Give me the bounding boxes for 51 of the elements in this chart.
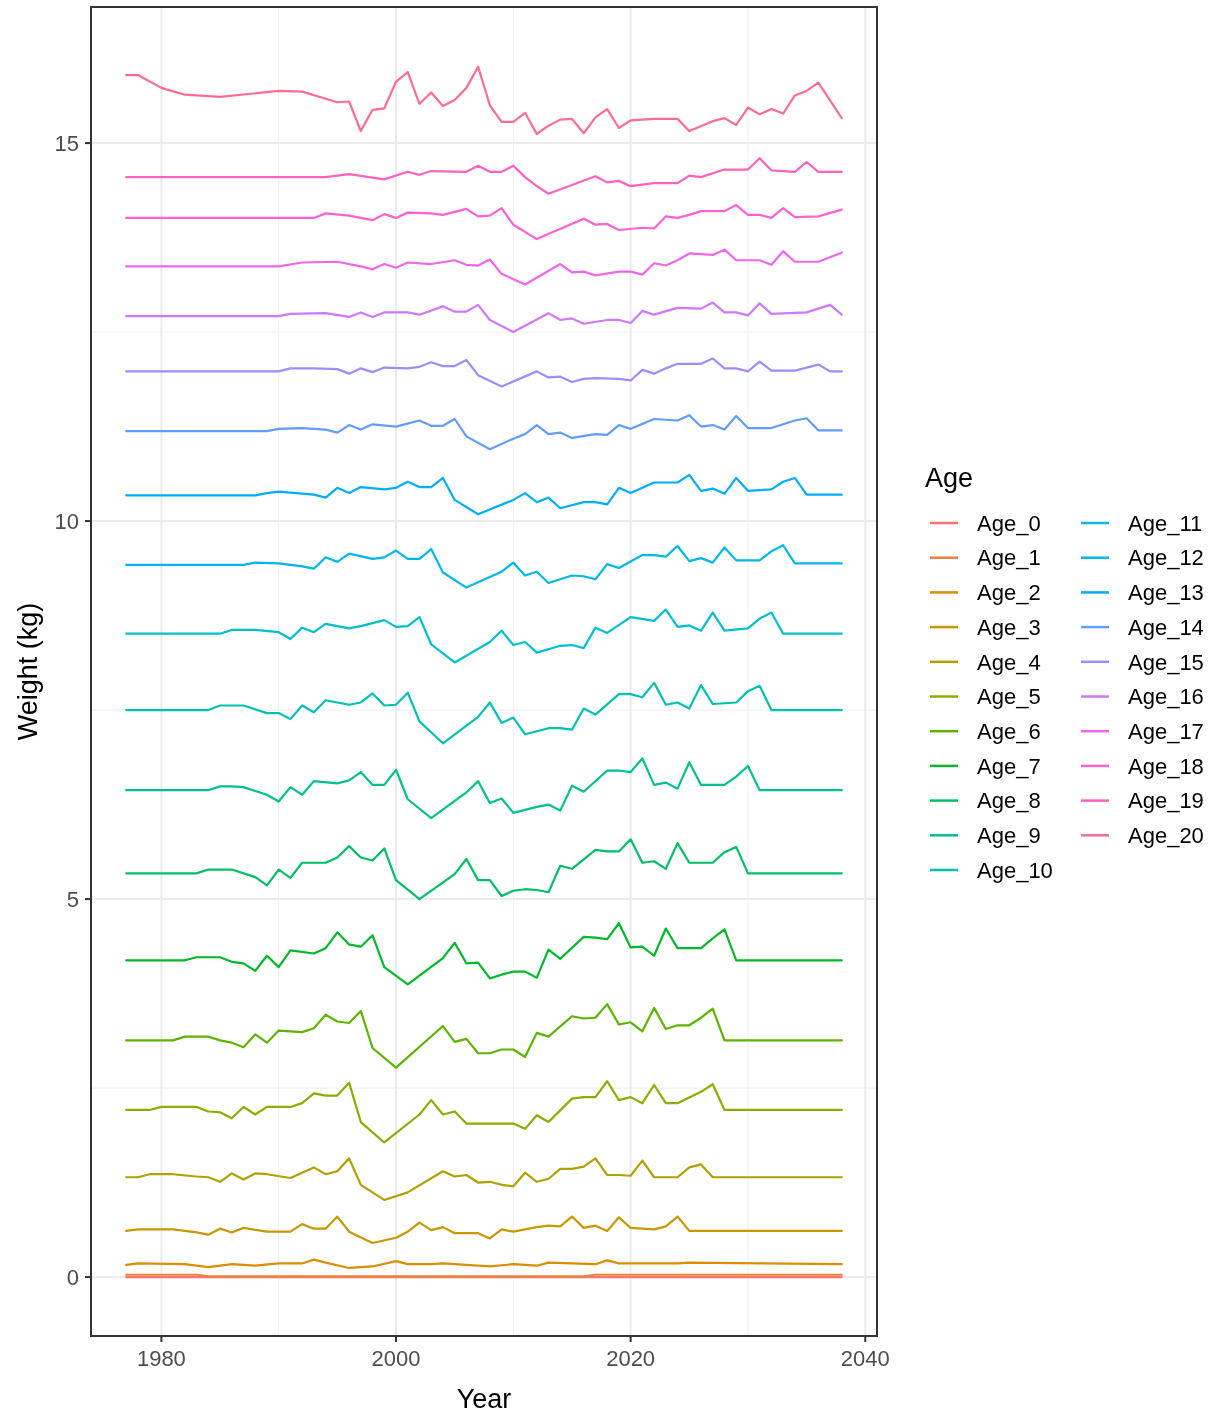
legend-label: Age_2 xyxy=(977,580,1041,606)
y-tick-label: 15 xyxy=(54,130,79,156)
legend-label: Age_12 xyxy=(1128,545,1204,571)
legend-label: Age_3 xyxy=(977,614,1041,640)
line-series xyxy=(125,473,843,516)
line-series xyxy=(125,1080,843,1144)
line-series xyxy=(125,681,843,745)
line-series xyxy=(125,414,843,451)
x-axis-title: Year xyxy=(456,1384,512,1414)
legend-label: Age_0 xyxy=(977,510,1041,536)
x-tick-label: 1980 xyxy=(136,1346,186,1371)
line-series xyxy=(125,357,843,388)
legend-title: Age xyxy=(925,463,974,493)
x-tick-label: 2020 xyxy=(606,1346,656,1371)
y-tick-label: 10 xyxy=(54,508,79,534)
legend-label: Age_16 xyxy=(1128,684,1204,710)
x-tick-label: 2000 xyxy=(371,1346,421,1371)
legend-label: Age_1 xyxy=(977,545,1041,571)
line-series xyxy=(125,203,843,241)
legend-label: Age_5 xyxy=(977,684,1041,710)
line-series xyxy=(125,838,843,901)
legend-label: Age_17 xyxy=(1128,718,1204,744)
x-tick-label: 2040 xyxy=(840,1346,890,1371)
legend-label: Age_10 xyxy=(977,857,1053,883)
legend-label: Age_8 xyxy=(977,788,1041,814)
line-series xyxy=(125,1003,843,1069)
legend-label: Age_19 xyxy=(1128,788,1204,814)
legend-label: Age_18 xyxy=(1128,753,1204,779)
legend-label: Age_20 xyxy=(1128,823,1204,848)
y-tick-label: 0 xyxy=(66,1264,79,1290)
line-series xyxy=(125,757,843,820)
line-series xyxy=(125,544,843,589)
y-axis-title: Weight (kg) xyxy=(13,602,43,741)
legend-label: Age_9 xyxy=(977,823,1041,848)
line-series xyxy=(125,922,843,986)
line-series xyxy=(125,1157,843,1202)
legend-label: Age_7 xyxy=(977,753,1041,779)
line-series xyxy=(125,248,843,286)
legend-label: Age_6 xyxy=(977,718,1041,744)
legend-label: Age_11 xyxy=(1128,510,1203,536)
line-series xyxy=(125,608,843,664)
line-series xyxy=(125,65,843,136)
line-series xyxy=(125,1258,843,1270)
legend-label: Age_4 xyxy=(977,649,1041,675)
legend-label: Age_15 xyxy=(1128,649,1204,675)
y-tick-label: 5 xyxy=(66,886,79,912)
line-series xyxy=(125,1215,843,1245)
line-series xyxy=(125,301,843,334)
legend-label: Age_13 xyxy=(1128,580,1204,606)
legend-label: Age_14 xyxy=(1128,614,1204,640)
line-series xyxy=(125,157,843,195)
